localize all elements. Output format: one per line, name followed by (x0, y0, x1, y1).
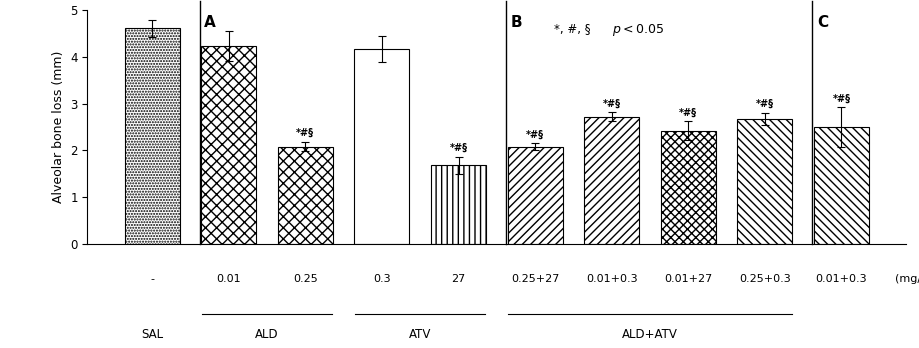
Text: 0.3: 0.3 (373, 274, 391, 284)
Text: 0.25+27: 0.25+27 (510, 274, 559, 284)
Bar (430, 165, 485, 244)
Text: *, #, §: *, #, § (553, 22, 590, 35)
Y-axis label: Alveolar bone loss (mm): Alveolar bone loss (mm) (51, 51, 64, 203)
Bar (507, 147, 562, 244)
Text: 0.25: 0.25 (292, 274, 317, 284)
Text: *#§: *#§ (449, 143, 467, 153)
Bar (124, 28, 179, 244)
Bar (354, 49, 409, 244)
Text: ATV: ATV (409, 327, 431, 341)
Bar (813, 127, 868, 244)
Text: -: - (150, 274, 154, 284)
Text: *#§: *#§ (602, 98, 620, 108)
Text: $p < 0.05$: $p < 0.05$ (611, 22, 663, 38)
Text: *#§: *#§ (678, 108, 697, 118)
Bar (201, 46, 256, 244)
Text: 0.01: 0.01 (216, 274, 241, 284)
Bar (584, 117, 639, 244)
Bar (736, 119, 791, 244)
Text: (mg/kg): (mg/kg) (894, 274, 919, 284)
Text: B: B (510, 15, 522, 30)
Text: *#§: *#§ (526, 129, 543, 140)
Text: SAL: SAL (141, 327, 163, 341)
Text: *#§: *#§ (754, 99, 773, 109)
Text: C: C (816, 15, 827, 30)
Bar (278, 147, 333, 244)
Text: 0.01+0.3: 0.01+0.3 (815, 274, 867, 284)
Text: 27: 27 (451, 274, 465, 284)
Text: ALD+ATV: ALD+ATV (621, 327, 677, 341)
Text: ALD: ALD (255, 327, 278, 341)
Text: A: A (204, 15, 216, 30)
Text: *#§: *#§ (832, 94, 849, 104)
Text: 0.01+27: 0.01+27 (664, 274, 711, 284)
Text: 0.01+0.3: 0.01+0.3 (585, 274, 637, 284)
Text: *#§: *#§ (296, 128, 314, 138)
Bar (660, 131, 715, 244)
Text: 0.25+0.3: 0.25+0.3 (738, 274, 789, 284)
